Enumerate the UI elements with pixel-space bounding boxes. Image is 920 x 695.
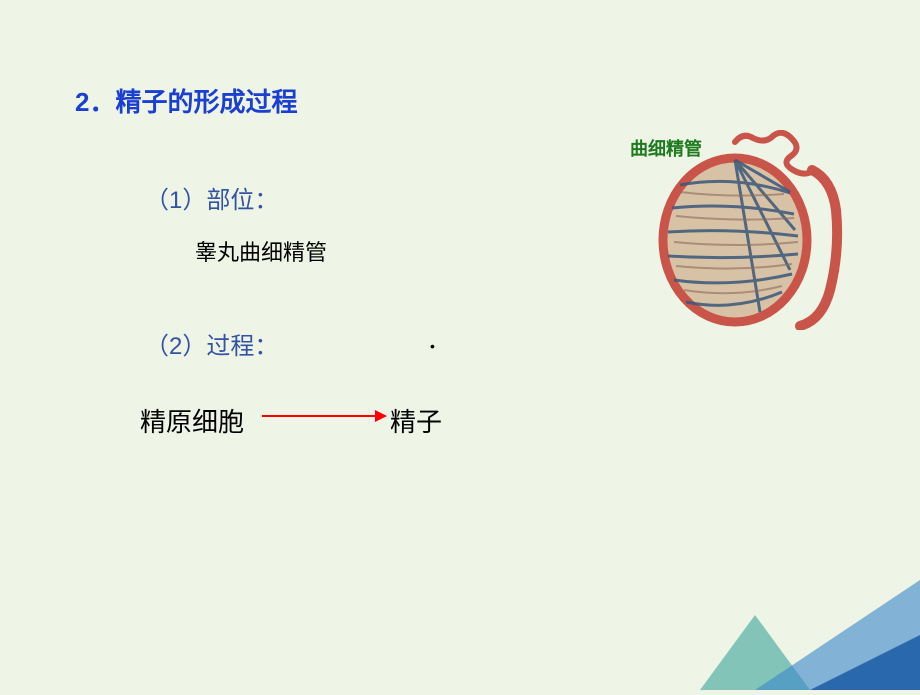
testis-svg	[640, 130, 860, 330]
corner-svg	[700, 560, 920, 690]
corner-decor	[700, 560, 920, 690]
subheading-location: （1）部位：	[145, 180, 278, 215]
bullet-dot: •	[430, 338, 435, 354]
subheading-process: （2）过程：	[145, 326, 278, 361]
flow-source: 精原细胞	[140, 402, 244, 439]
section-title: 2．精子的形成过程	[75, 82, 297, 119]
arrow-head-icon	[375, 410, 387, 422]
arrow-line	[262, 415, 377, 417]
flow-target: 精子	[390, 402, 442, 439]
testis-diagram	[640, 130, 860, 335]
location-text: 睾丸曲细精管	[195, 235, 327, 267]
